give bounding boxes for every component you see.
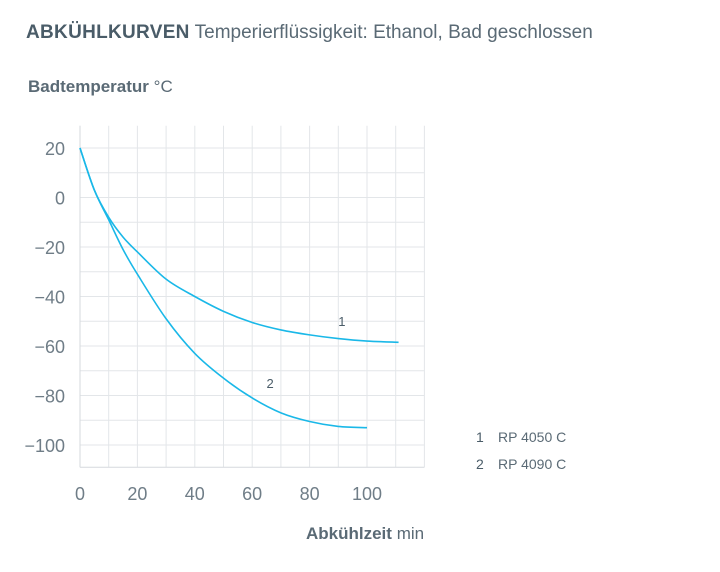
series-label-2: 2 xyxy=(267,376,274,391)
y-tick-label: −60 xyxy=(34,337,65,357)
chart-title: ABKÜHLKURVEN Temperierflüssigkeit: Ethan… xyxy=(26,22,593,44)
y-tick-label: −80 xyxy=(34,387,65,407)
y-axis-label-text: Badtemperatur xyxy=(28,77,149,96)
legend-label: RP 4090 C xyxy=(498,456,567,472)
legend-number: 2 xyxy=(476,456,484,472)
x-axis-unit: min xyxy=(396,524,425,543)
x-tick-label: 100 xyxy=(352,484,382,504)
y-tick-label: −20 xyxy=(34,238,65,258)
x-tick-label: 80 xyxy=(300,484,320,504)
x-axis-label-text: Abkühlzeit xyxy=(306,524,392,543)
x-axis-label: Abkühlzeit min xyxy=(306,524,424,544)
series-line-1 xyxy=(79,147,399,344)
chart-subtitle: Temperierflüssigkeit: Ethanol, Bad gesch… xyxy=(194,22,593,43)
title-main: ABKÜHLKURVEN xyxy=(26,22,190,43)
legend-item-1: 1 RP 4050 C xyxy=(476,429,566,445)
y-axis-unit: °C xyxy=(153,77,173,96)
legend-number: 1 xyxy=(476,429,484,445)
legend-label: RP 4050 C xyxy=(498,429,567,445)
x-tick-label: 20 xyxy=(127,484,147,504)
legend-item-2: 2 RP 4090 C xyxy=(476,456,566,472)
series-label-1: 1 xyxy=(338,314,345,329)
x-tick-label: 40 xyxy=(185,484,205,504)
y-tick-label: −100 xyxy=(24,436,65,456)
x-tick-label: 0 xyxy=(75,484,85,504)
y-axis-label: Badtemperatur °C xyxy=(28,77,173,97)
series-line-2 xyxy=(79,147,368,429)
y-tick-label: −40 xyxy=(34,288,65,308)
y-tick-label: 0 xyxy=(55,189,65,209)
x-tick-label: 60 xyxy=(242,484,262,504)
y-tick-label: 20 xyxy=(45,139,65,159)
